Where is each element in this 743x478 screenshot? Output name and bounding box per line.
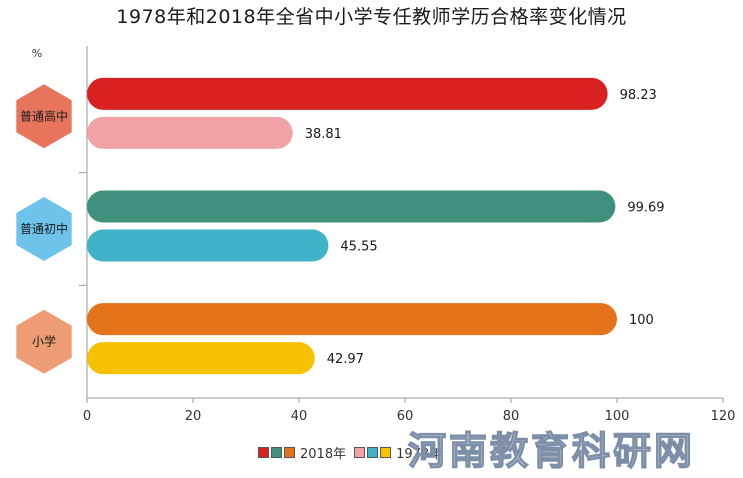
data-label: 98.23	[620, 88, 657, 103]
category-badge-hexagon	[16, 309, 72, 374]
data-label: 99.69	[627, 201, 664, 216]
bar	[87, 77, 608, 110]
y-axis-unit-label: %	[32, 47, 42, 60]
data-label: 38.81	[305, 127, 342, 142]
x-tick-label: 60	[397, 409, 414, 424]
category-label: 普通初中	[20, 221, 68, 236]
data-label: 100	[629, 313, 654, 328]
bar	[87, 342, 315, 375]
x-tick-label: 80	[503, 409, 520, 424]
x-tick-label: 120	[711, 409, 736, 424]
chart-title: 1978年和2018年全省中小学专任教师学历合格率变化情况	[116, 6, 627, 28]
legend-label-1978: 1978年	[396, 446, 443, 462]
legend-swatch-2018-teal	[271, 446, 282, 458]
bar	[87, 190, 616, 223]
bar	[87, 229, 329, 262]
x-tick-label: 20	[185, 409, 202, 424]
chart-legend: 2018年 1978年	[258, 443, 450, 462]
legend-swatch-1978-yellow	[380, 446, 392, 458]
watermark-text: 河南教育科研网	[407, 428, 695, 473]
x-tick-label: 0	[83, 409, 91, 424]
bar	[87, 116, 293, 149]
x-tick-label: 40	[291, 409, 308, 424]
category-label: 普通高中	[20, 108, 68, 123]
legend-swatch-1978-cyan	[367, 446, 379, 458]
x-tick-label: 100	[605, 409, 630, 424]
category-badge-hexagon	[16, 197, 72, 261]
data-label: 45.55	[340, 240, 377, 255]
bar	[87, 303, 617, 336]
data-label: 42.97	[327, 352, 364, 367]
legend-swatch-1978-pink	[354, 446, 366, 458]
legend-swatch-2018-orange	[284, 446, 295, 458]
legend-label-2018: 2018年	[300, 446, 347, 462]
category-label: 小学	[32, 334, 56, 349]
legend-swatch-2018-red	[258, 446, 269, 458]
category-badge-hexagon	[16, 84, 72, 149]
